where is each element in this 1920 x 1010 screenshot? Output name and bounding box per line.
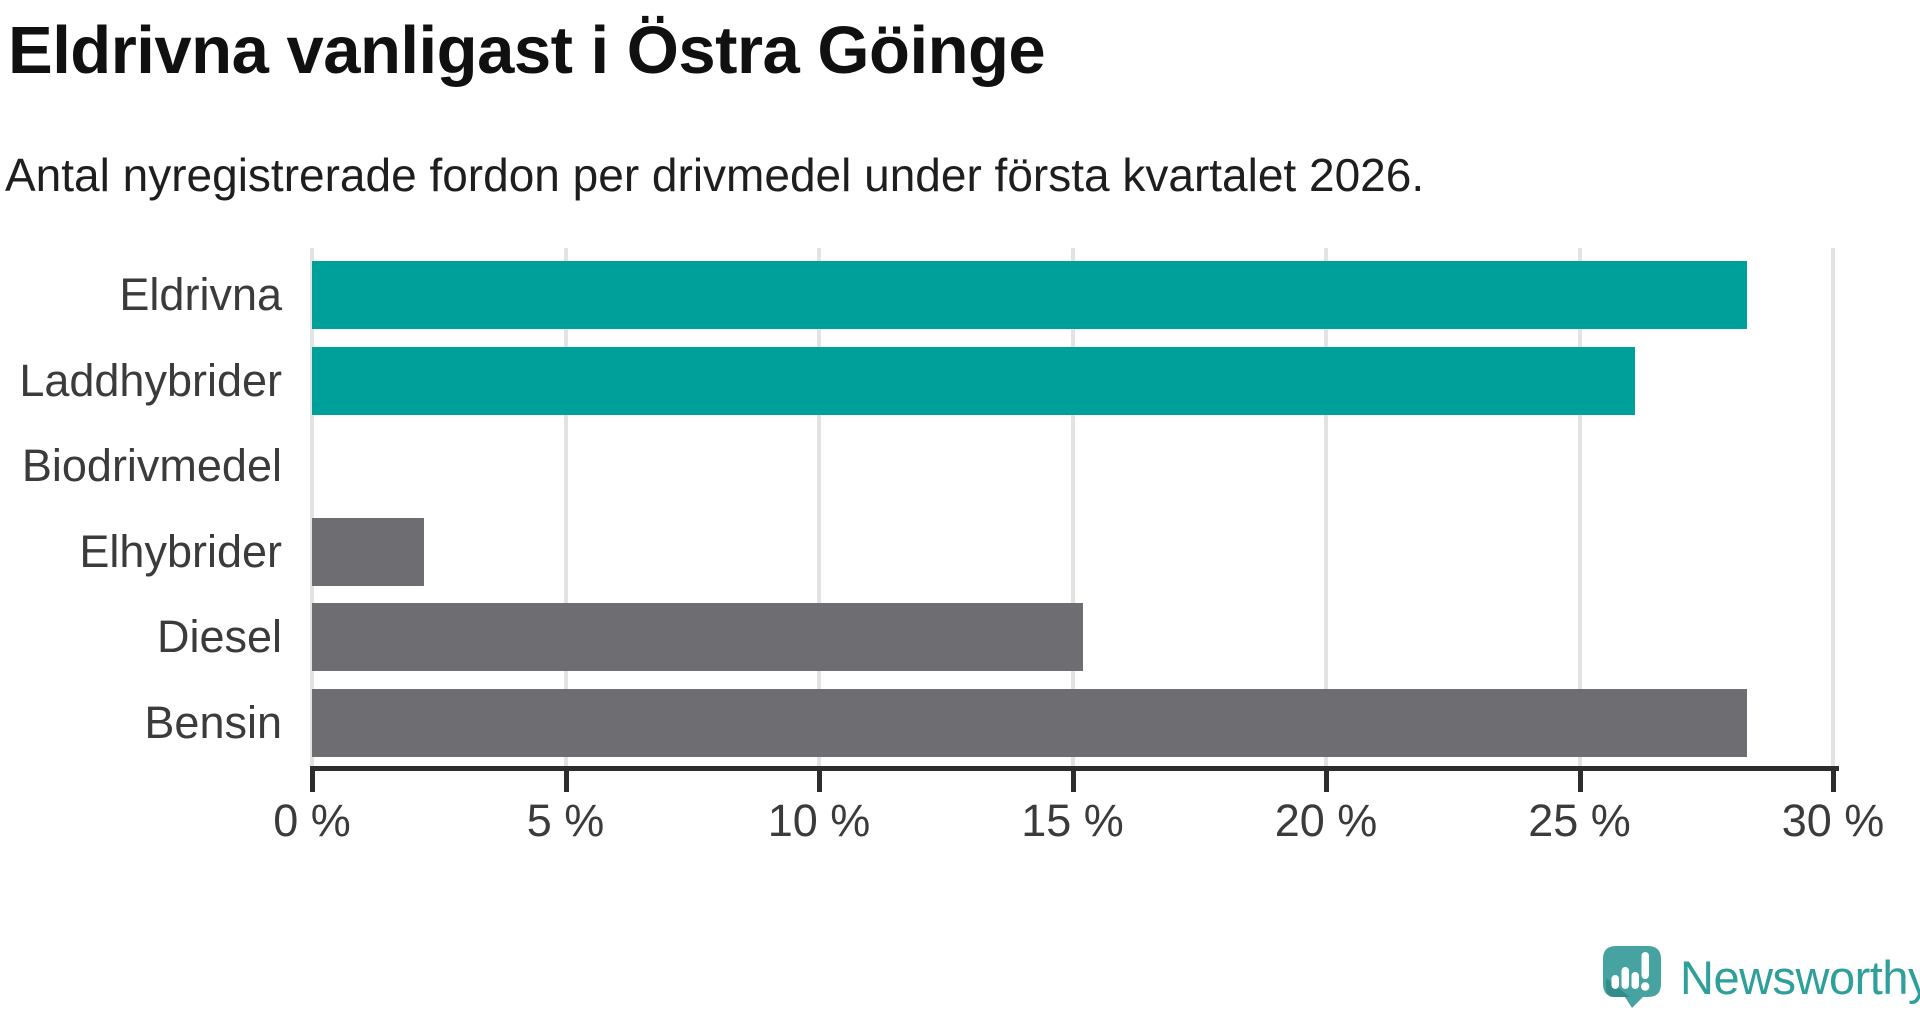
- gridline: [1324, 248, 1328, 766]
- gridline: [1577, 248, 1582, 766]
- bar-eldrivna: [312, 261, 1747, 329]
- gridline: [563, 248, 568, 766]
- newsworthy-speech-bubble-bar-chart-icon: [1603, 946, 1661, 1008]
- category-label: Laddhybrider: [19, 354, 282, 406]
- x-axis-tick-label: 5 %: [526, 795, 605, 846]
- x-axis-tick: [310, 766, 315, 792]
- chart-subtitle: Antal nyregistrerade fordon per drivmede…: [5, 149, 1425, 201]
- x-axis-tick: [1324, 766, 1329, 792]
- x-axis-tick-label: 25 %: [1528, 795, 1631, 846]
- x-axis-tick: [1577, 766, 1583, 792]
- bar-bensin: [312, 689, 1747, 757]
- x-axis-tick-label: 10 %: [767, 795, 871, 846]
- x-axis-tick-label: 30 %: [1781, 795, 1885, 846]
- category-label: Elhybrider: [79, 525, 282, 577]
- category-labels: Eldrivna Laddhybrider Biodrivmedel Elhybrid…: [0, 248, 282, 768]
- x-axis-tick: [817, 766, 822, 792]
- gridline: [817, 248, 821, 766]
- newsworthy-logo-text: Newsworthy: [1680, 950, 1920, 1004]
- x-axis-tick-label: 0 %: [273, 795, 351, 846]
- chart-title: Eldrivna vanligast i Östra Göinge: [8, 13, 1046, 88]
- x-axis-tick-label: 15 %: [1021, 795, 1124, 846]
- newsworthy-logo: Newsworthy: [1603, 946, 1920, 1008]
- x-axis-tick: [1831, 766, 1836, 792]
- category-label: Diesel: [156, 611, 282, 663]
- gridline: [1070, 248, 1075, 766]
- category-label: Bensin: [144, 697, 282, 748]
- x-axis-tick: [1070, 766, 1076, 792]
- x-axis-tick: [563, 766, 569, 792]
- plot-area: [310, 248, 1835, 768]
- bar-elhybrider: [312, 517, 424, 586]
- gridline: [310, 248, 314, 766]
- bar-diesel: [312, 603, 1083, 672]
- category-label: Biodrivmedel: [21, 440, 282, 492]
- bar-laddhybrider: [312, 346, 1636, 415]
- x-axis-tick-label: 20 %: [1274, 795, 1378, 846]
- category-label: Eldrivna: [119, 269, 282, 320]
- gridline: [1831, 248, 1835, 766]
